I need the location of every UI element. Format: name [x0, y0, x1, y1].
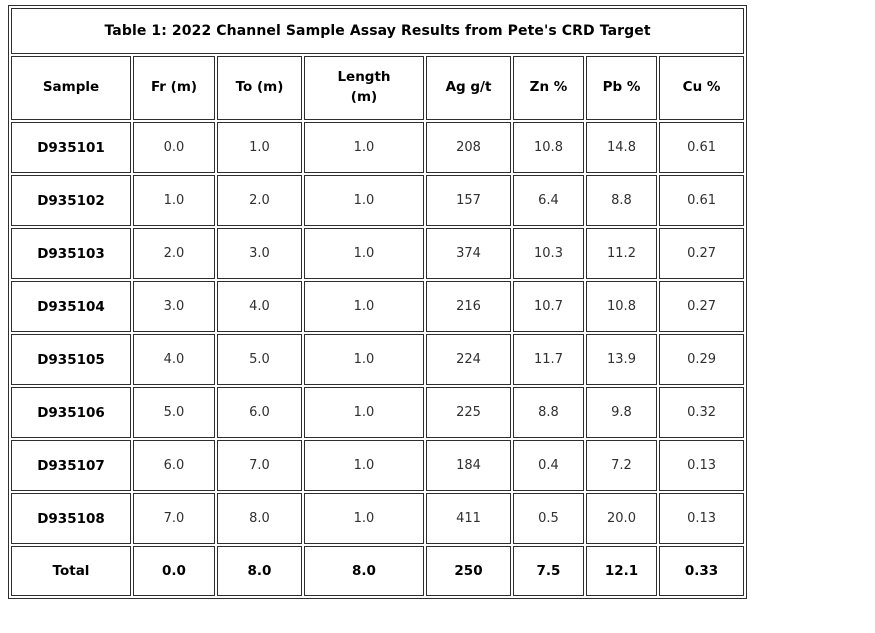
- table-row: D935104 3.0 4.0 1.0 216 10.7 10.8 0.27: [11, 281, 745, 332]
- cell-total-pb: 12.1: [586, 546, 657, 596]
- table-row: D935105 4.0 5.0 1.0 224 11.7 13.9 0.29: [11, 334, 745, 385]
- column-header-cu: Cu %: [659, 56, 745, 120]
- cell-fr: 0.0: [133, 122, 215, 173]
- cell-ag: 374: [426, 228, 511, 279]
- cell-pb: 8.8: [586, 175, 657, 226]
- cell-fr: 7.0: [133, 493, 215, 544]
- cell-zn: 6.4: [513, 175, 584, 226]
- cell-length: 1.0: [304, 387, 424, 438]
- header-row: Sample Fr (m) To (m) Length (m) Ag g/t Z…: [11, 56, 745, 120]
- cell-cu: 0.13: [659, 493, 745, 544]
- total-row: Total 0.0 8.0 8.0 250 7.5 12.1 0.33: [11, 546, 745, 596]
- cell-to: 6.0: [217, 387, 302, 438]
- cell-pb: 14.8: [586, 122, 657, 173]
- table-row: D935101 0.0 1.0 1.0 208 10.8 14.8 0.61: [11, 122, 745, 173]
- cell-ag: 157: [426, 175, 511, 226]
- cell-pb: 10.8: [586, 281, 657, 332]
- cell-fr: 6.0: [133, 440, 215, 491]
- cell-pb: 13.9: [586, 334, 657, 385]
- cell-fr: 5.0: [133, 387, 215, 438]
- cell-cu: 0.27: [659, 228, 745, 279]
- cell-total-fr: 0.0: [133, 546, 215, 596]
- cell-total-length: 8.0: [304, 546, 424, 596]
- cell-pb: 20.0: [586, 493, 657, 544]
- title-row: Table 1: 2022 Channel Sample Assay Resul…: [11, 8, 745, 54]
- cell-zn: 0.4: [513, 440, 584, 491]
- cell-zn: 0.5: [513, 493, 584, 544]
- cell-length: 1.0: [304, 228, 424, 279]
- table-row: D935108 7.0 8.0 1.0 411 0.5 20.0 0.13: [11, 493, 745, 544]
- cell-total-cu: 0.33: [659, 546, 745, 596]
- cell-ag: 225: [426, 387, 511, 438]
- column-header-ag: Ag g/t: [426, 56, 511, 120]
- table-row: D935106 5.0 6.0 1.0 225 8.8 9.8 0.32: [11, 387, 745, 438]
- cell-ag: 184: [426, 440, 511, 491]
- cell-cu: 0.61: [659, 122, 745, 173]
- cell-cu: 0.13: [659, 440, 745, 491]
- cell-zn: 11.7: [513, 334, 584, 385]
- cell-sample: D935107: [11, 440, 131, 491]
- cell-fr: 3.0: [133, 281, 215, 332]
- cell-fr: 1.0: [133, 175, 215, 226]
- cell-zn: 10.7: [513, 281, 584, 332]
- cell-length: 1.0: [304, 493, 424, 544]
- cell-fr: 2.0: [133, 228, 215, 279]
- cell-to: 7.0: [217, 440, 302, 491]
- cell-total-label: Total: [11, 546, 131, 596]
- cell-cu: 0.32: [659, 387, 745, 438]
- cell-to: 1.0: [217, 122, 302, 173]
- cell-sample: D935104: [11, 281, 131, 332]
- cell-sample: D935102: [11, 175, 131, 226]
- cell-pb: 9.8: [586, 387, 657, 438]
- cell-sample: D935108: [11, 493, 131, 544]
- column-header-length: Length (m): [304, 56, 424, 120]
- column-header-sample: Sample: [11, 56, 131, 120]
- cell-zn: 10.8: [513, 122, 584, 173]
- column-header-pb: Pb %: [586, 56, 657, 120]
- cell-sample: D935106: [11, 387, 131, 438]
- page: Table 1: 2022 Channel Sample Assay Resul…: [8, 5, 748, 599]
- cell-length: 1.0: [304, 122, 424, 173]
- column-header-zn: Zn %: [513, 56, 584, 120]
- cell-cu: 0.29: [659, 334, 745, 385]
- cell-ag: 208: [426, 122, 511, 173]
- column-header-to: To (m): [217, 56, 302, 120]
- cell-zn: 8.8: [513, 387, 584, 438]
- cell-sample: D935105: [11, 334, 131, 385]
- cell-cu: 0.61: [659, 175, 745, 226]
- cell-cu: 0.27: [659, 281, 745, 332]
- cell-length: 1.0: [304, 175, 424, 226]
- cell-sample: D935101: [11, 122, 131, 173]
- cell-length: 1.0: [304, 281, 424, 332]
- cell-total-to: 8.0: [217, 546, 302, 596]
- table-row: D935107 6.0 7.0 1.0 184 0.4 7.2 0.13: [11, 440, 745, 491]
- cell-ag: 224: [426, 334, 511, 385]
- cell-total-ag: 250: [426, 546, 511, 596]
- cell-to: 5.0: [217, 334, 302, 385]
- cell-length: 1.0: [304, 440, 424, 491]
- cell-to: 4.0: [217, 281, 302, 332]
- cell-fr: 4.0: [133, 334, 215, 385]
- cell-length: 1.0: [304, 334, 424, 385]
- cell-pb: 11.2: [586, 228, 657, 279]
- cell-to: 3.0: [217, 228, 302, 279]
- column-header-fr: Fr (m): [133, 56, 215, 120]
- cell-sample: D935103: [11, 228, 131, 279]
- cell-to: 2.0: [217, 175, 302, 226]
- cell-total-zn: 7.5: [513, 546, 584, 596]
- table-row: D935102 1.0 2.0 1.0 157 6.4 8.8 0.61: [11, 175, 745, 226]
- cell-ag: 411: [426, 493, 511, 544]
- table-title: Table 1: 2022 Channel Sample Assay Resul…: [11, 8, 745, 54]
- cell-zn: 10.3: [513, 228, 584, 279]
- assay-results-table: Table 1: 2022 Channel Sample Assay Resul…: [8, 5, 748, 599]
- cell-ag: 216: [426, 281, 511, 332]
- cell-pb: 7.2: [586, 440, 657, 491]
- cell-to: 8.0: [217, 493, 302, 544]
- table-row: D935103 2.0 3.0 1.0 374 10.3 11.2 0.27: [11, 228, 745, 279]
